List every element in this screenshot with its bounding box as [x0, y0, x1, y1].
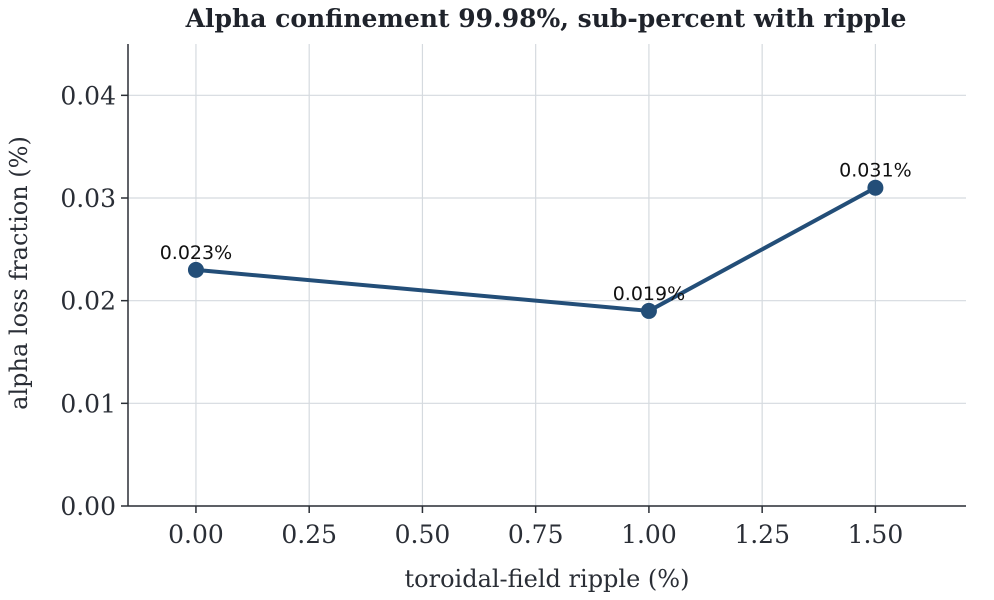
x-tick-label-1: 0.25 [281, 520, 337, 549]
data-label-1: 0.019% [613, 283, 685, 305]
y-tick-label-2: 0.02 [60, 287, 116, 316]
data-label-0: 0.023% [160, 242, 232, 264]
grid-layer [128, 44, 966, 507]
x-tick-label-6: 1.50 [848, 520, 904, 549]
x-axis-label: toroidal-field ripple (%) [405, 565, 690, 593]
y-axis-label: alpha loss fraction (%) [5, 136, 33, 410]
series-layer [187, 179, 884, 319]
y-tick-label-3: 0.03 [60, 184, 116, 213]
data-label-2: 0.031% [839, 160, 911, 182]
data-point-0 [187, 261, 204, 278]
x-tick-label-3: 0.75 [508, 520, 564, 549]
x-tick-label-5: 1.25 [734, 520, 790, 549]
y-tick-label-0: 0.00 [60, 492, 116, 521]
x-tick-label-4: 1.00 [621, 520, 677, 549]
chart-title: Alpha confinement 99.98%, sub-percent wi… [185, 4, 907, 33]
x-tick-label-0: 0.00 [168, 520, 224, 549]
axes-spines [127, 44, 966, 507]
x-tick-label-2: 0.50 [395, 520, 451, 549]
tick-layer: 0.00 0.25 0.50 0.75 1.00 1.25 1.50 0.00 0.01 0.02… [60, 81, 903, 549]
data-point-2 [867, 179, 884, 196]
data-point-1 [640, 302, 657, 319]
data-label-layer: 0.023% 0.019% 0.031% [160, 160, 912, 305]
y-tick-label-1: 0.01 [60, 389, 116, 418]
y-tick-label-4: 0.04 [60, 81, 116, 110]
